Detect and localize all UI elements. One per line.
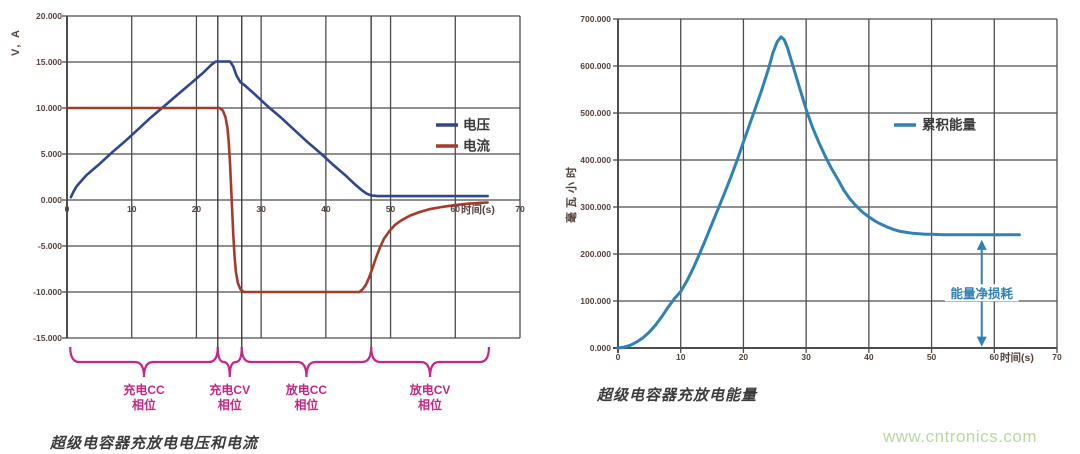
svg-text:60: 60 — [990, 352, 1000, 362]
x-axis-title-energy: 时间(s) — [1000, 351, 1034, 364]
net-loss-label: 能量净损耗 — [950, 286, 1013, 301]
line-energy — [616, 35, 1021, 350]
svg-text:300.000: 300.000 — [580, 202, 611, 212]
watermark: www.cntronics.com — [883, 427, 1037, 446]
svg-text:5.000: 5.000 — [41, 149, 63, 159]
svg-text:100.000: 100.000 — [580, 296, 611, 306]
svg-text:50: 50 — [386, 204, 396, 214]
svg-text:40: 40 — [321, 204, 331, 214]
svg-text:20: 20 — [192, 204, 202, 214]
phase-brace-1 — [216, 346, 243, 378]
phase-label-1: 充电CV 相位 — [209, 382, 250, 412]
svg-text:70: 70 — [1052, 352, 1062, 362]
x-axis-title-voltage-current: 时间(s) — [461, 203, 495, 216]
net-loss-label-bg — [944, 284, 1019, 302]
phase-brace-2 — [240, 346, 373, 378]
grid-voltage-current — [62, 15, 521, 339]
svg-text:10: 10 — [676, 352, 686, 362]
tick-labels-voltage-current: 20.000 15.000 10.000 5.000 0.000 -5.000 -10.00… — [33, 11, 525, 343]
svg-text:200.000: 200.000 — [580, 249, 611, 259]
legend-label-current: 电流 — [463, 138, 490, 154]
svg-text:700.000: 700.000 — [580, 14, 611, 24]
svg-text:400.000: 400.000 — [580, 155, 611, 165]
line-voltage — [69, 60, 489, 199]
right-chart-title: 超级电容器充放电能量 — [597, 387, 758, 404]
left-chart-title: 超级电容器充放电电压和电流 — [50, 435, 259, 452]
left-y-axis-title: V, A — [10, 28, 22, 56]
phase-brace-3 — [370, 346, 491, 378]
svg-text:30: 30 — [256, 204, 266, 214]
chart-energy: 700.000600.000500.000400.000300.000200.0… — [580, 14, 1062, 364]
chart-voltage-current: 20.000 15.000 10.000 5.000 0.000 -5.000 -10.00… — [33, 11, 525, 412]
svg-text:0: 0 — [616, 352, 621, 362]
svg-text:50: 50 — [927, 352, 937, 362]
tick-labels-energy: 700.000600.000500.000400.000300.000200.0… — [580, 14, 1062, 364]
right-y-axis-title: 毫瓦小时 — [566, 163, 578, 223]
phase-label-0: 充电CC 相位 — [123, 382, 165, 412]
legend-label-voltage: 电压 — [463, 117, 490, 133]
svg-text:-15.000: -15.000 — [33, 333, 62, 343]
svg-text:10.000: 10.000 — [36, 103, 62, 113]
svg-text:20: 20 — [739, 352, 749, 362]
phase-brace-0 — [69, 346, 219, 378]
svg-text:0.000: 0.000 — [41, 195, 63, 205]
phase-boundary-lines — [217, 16, 372, 352]
svg-text:10: 10 — [127, 204, 137, 214]
arrow-up-icon — [976, 239, 987, 250]
phase-label-3: 放电CV 相位 — [409, 382, 451, 412]
phase-label-2: 放电CC 相位 — [285, 382, 328, 412]
svg-text:-10.000: -10.000 — [33, 287, 62, 297]
grid-energy — [613, 18, 1058, 353]
svg-text:60: 60 — [451, 204, 461, 214]
svg-text:15.000: 15.000 — [36, 57, 62, 67]
svg-text:-5.000: -5.000 — [38, 241, 62, 251]
svg-text:70: 70 — [515, 204, 525, 214]
phase-annotations: 充电CC 相位 充电CV 相位 放电CC 相位 放电CV 相位 — [69, 346, 491, 412]
legend-label-energy: 累积能量 — [922, 117, 976, 133]
svg-text:500.000: 500.000 — [580, 108, 611, 118]
svg-text:0: 0 — [65, 204, 70, 214]
line-current — [67, 106, 489, 294]
arrow-down-icon — [976, 336, 987, 347]
net-loss-annotation: 能量净损耗 — [944, 239, 1019, 347]
legend-energy: 累积能量 — [894, 117, 976, 133]
svg-text:40: 40 — [864, 352, 874, 362]
svg-text:20.000: 20.000 — [36, 11, 62, 21]
svg-text:30: 30 — [801, 352, 811, 362]
svg-text:600.000: 600.000 — [580, 61, 611, 71]
svg-text:0.000: 0.000 — [590, 343, 612, 353]
